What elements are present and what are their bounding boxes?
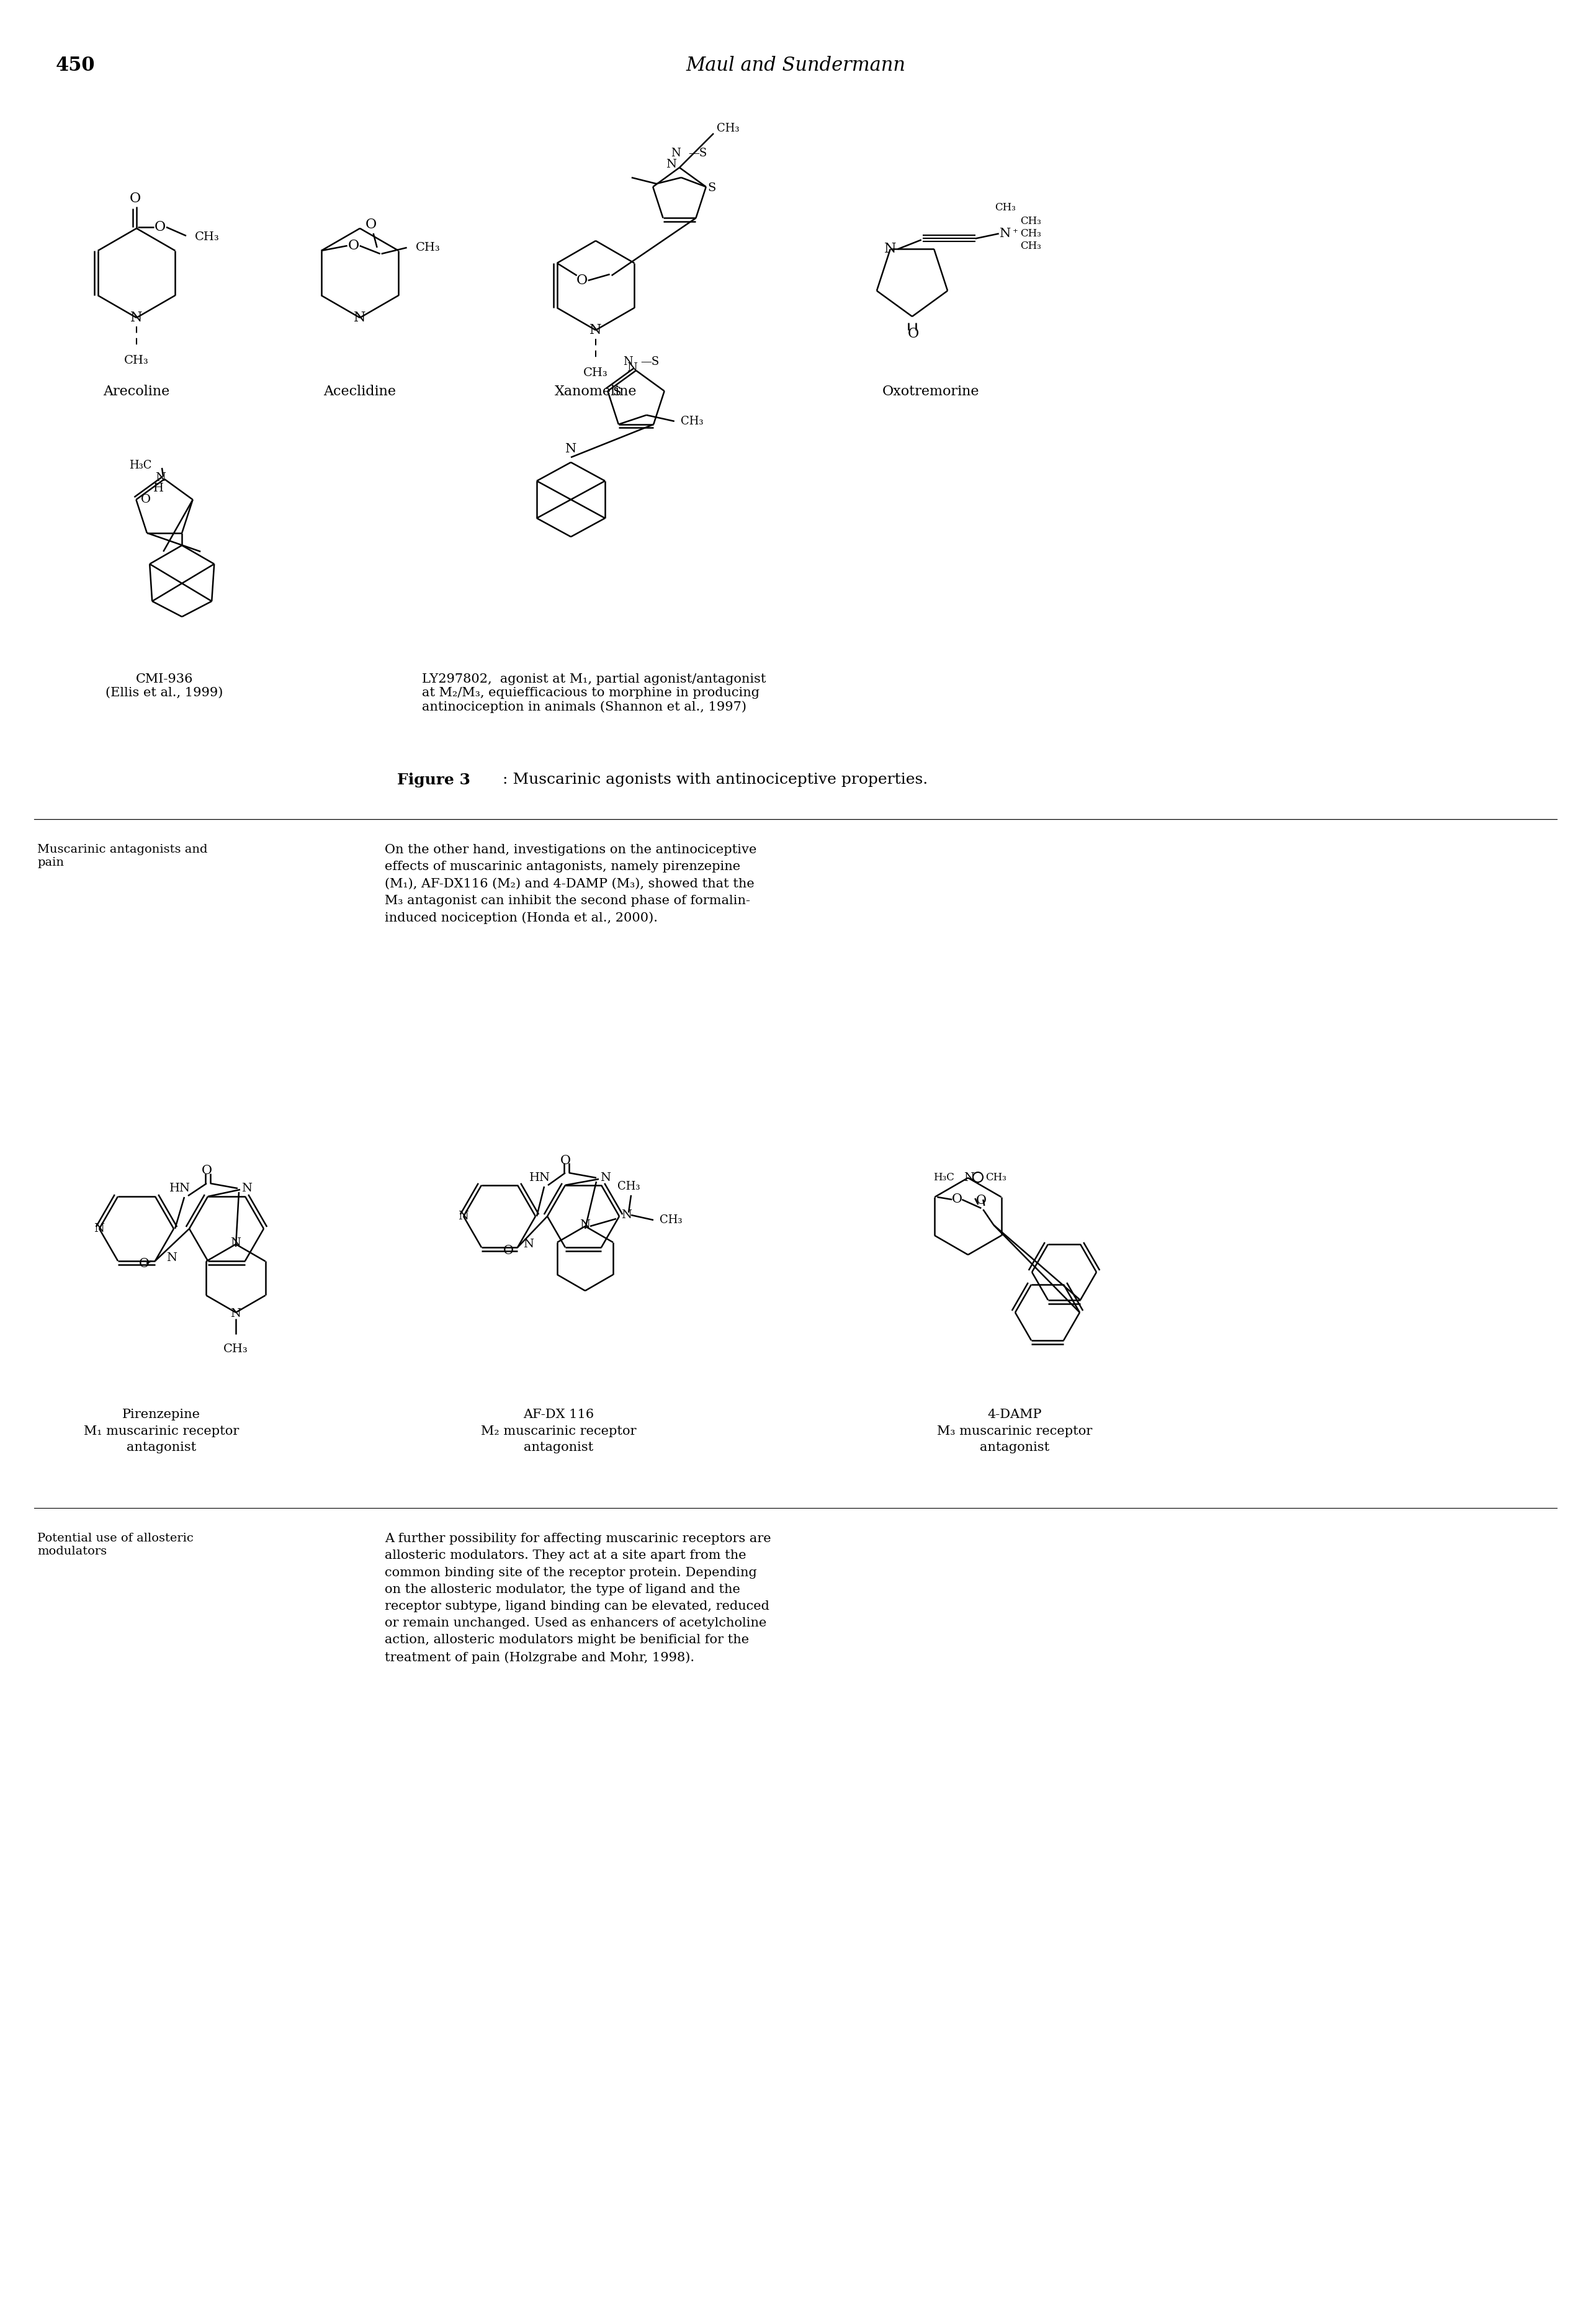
Text: CH₃: CH₃ bbox=[1020, 242, 1041, 251]
Text: CH₃: CH₃ bbox=[681, 416, 703, 428]
Text: CH₃: CH₃ bbox=[660, 1215, 683, 1225]
Text: O: O bbox=[503, 1246, 514, 1257]
Text: N: N bbox=[167, 1253, 177, 1264]
Text: O: O bbox=[348, 239, 360, 253]
Text: Muscarinic antagonists and
pain: Muscarinic antagonists and pain bbox=[37, 844, 207, 869]
Text: ⁺: ⁺ bbox=[1012, 228, 1018, 239]
Text: LY297802,  agonist at M₁, partial agonist/antagonist
at M₂/M₃, equiefficacious t: LY297802, agonist at M₁, partial agonist… bbox=[422, 674, 765, 713]
Text: O: O bbox=[138, 1257, 150, 1269]
Text: N: N bbox=[523, 1239, 535, 1250]
Text: N: N bbox=[458, 1211, 469, 1222]
Text: CH₃: CH₃ bbox=[985, 1171, 1007, 1183]
Text: CMI-936
(Ellis et al., 1999): CMI-936 (Ellis et al., 1999) bbox=[105, 674, 223, 700]
Text: N: N bbox=[999, 228, 1010, 239]
Text: 450: 450 bbox=[56, 56, 95, 74]
Text: O: O bbox=[129, 193, 142, 205]
Text: Xanomeline: Xanomeline bbox=[555, 386, 636, 397]
Text: CH₃: CH₃ bbox=[194, 232, 220, 242]
Text: HN: HN bbox=[530, 1171, 550, 1183]
Text: Potential use of allosteric
modulators: Potential use of allosteric modulators bbox=[37, 1534, 194, 1557]
Text: Arecoline: Arecoline bbox=[103, 386, 170, 397]
Text: CH₃: CH₃ bbox=[1020, 228, 1041, 239]
Text: N: N bbox=[94, 1222, 105, 1234]
Text: O: O bbox=[142, 495, 151, 504]
Text: Figure 3: Figure 3 bbox=[398, 772, 471, 788]
Text: S: S bbox=[708, 184, 716, 193]
Text: CH₃: CH₃ bbox=[584, 367, 608, 379]
Text: N: N bbox=[590, 323, 601, 337]
Text: O: O bbox=[560, 1155, 571, 1167]
Text: CH₃: CH₃ bbox=[223, 1343, 248, 1355]
Text: N: N bbox=[579, 1220, 590, 1232]
Text: —S: —S bbox=[640, 356, 659, 367]
Text: 4-DAMP
M₃ muscarinic receptor
antagonist: 4-DAMP M₃ muscarinic receptor antagonist bbox=[937, 1408, 1091, 1452]
Text: : Muscarinic agonists with antinociceptive properties.: : Muscarinic agonists with antinocicepti… bbox=[503, 772, 928, 788]
Text: N: N bbox=[242, 1183, 251, 1195]
Text: On the other hand, investigations on the antinociceptive
effects of muscarinic a: On the other hand, investigations on the… bbox=[385, 844, 757, 925]
Text: N: N bbox=[565, 444, 576, 456]
Text: CH₃: CH₃ bbox=[415, 242, 441, 253]
Text: N: N bbox=[964, 1171, 975, 1183]
Text: O: O bbox=[154, 221, 165, 235]
Text: N: N bbox=[622, 1208, 632, 1220]
Text: O: O bbox=[576, 274, 587, 288]
Text: HN: HN bbox=[169, 1183, 191, 1195]
Text: O: O bbox=[951, 1195, 963, 1206]
Text: N: N bbox=[231, 1236, 242, 1248]
Text: H₃C: H₃C bbox=[129, 460, 153, 472]
Text: CH₃: CH₃ bbox=[617, 1181, 640, 1192]
Text: Maul and Sundermann: Maul and Sundermann bbox=[686, 56, 905, 74]
Text: N: N bbox=[671, 149, 681, 158]
Text: Oxotremorine: Oxotremorine bbox=[883, 386, 980, 397]
Text: CH₃: CH₃ bbox=[1020, 216, 1041, 225]
Text: A further possibility for affecting muscarinic receptors are
allosteric modulato: A further possibility for affecting musc… bbox=[385, 1534, 772, 1664]
Text: CH₃: CH₃ bbox=[716, 123, 740, 135]
Text: N: N bbox=[885, 242, 896, 256]
Text: Pirenzepine
M₁ muscarinic receptor
antagonist: Pirenzepine M₁ muscarinic receptor antag… bbox=[84, 1408, 239, 1452]
Text: O: O bbox=[202, 1164, 212, 1176]
Text: O: O bbox=[366, 218, 377, 232]
Text: CH₃: CH₃ bbox=[124, 356, 150, 367]
Text: N: N bbox=[627, 363, 638, 374]
Text: N: N bbox=[665, 158, 676, 170]
Text: N: N bbox=[600, 1171, 611, 1183]
Text: CH₃: CH₃ bbox=[994, 202, 1015, 214]
Text: N: N bbox=[130, 311, 143, 325]
Text: —S: —S bbox=[689, 149, 706, 158]
Text: H₃C: H₃C bbox=[934, 1174, 955, 1183]
Text: N: N bbox=[624, 356, 633, 367]
Text: AF-DX 116
M₂ muscarinic receptor
antagonist: AF-DX 116 M₂ muscarinic receptor antagon… bbox=[480, 1408, 636, 1452]
Text: S: S bbox=[613, 386, 620, 397]
Text: N: N bbox=[156, 472, 165, 483]
Text: N: N bbox=[231, 1308, 242, 1320]
Text: O: O bbox=[975, 1195, 986, 1206]
Text: N: N bbox=[353, 311, 366, 325]
Text: Aceclidine: Aceclidine bbox=[323, 386, 396, 397]
Text: O: O bbox=[908, 328, 920, 342]
Text: H: H bbox=[153, 483, 164, 495]
